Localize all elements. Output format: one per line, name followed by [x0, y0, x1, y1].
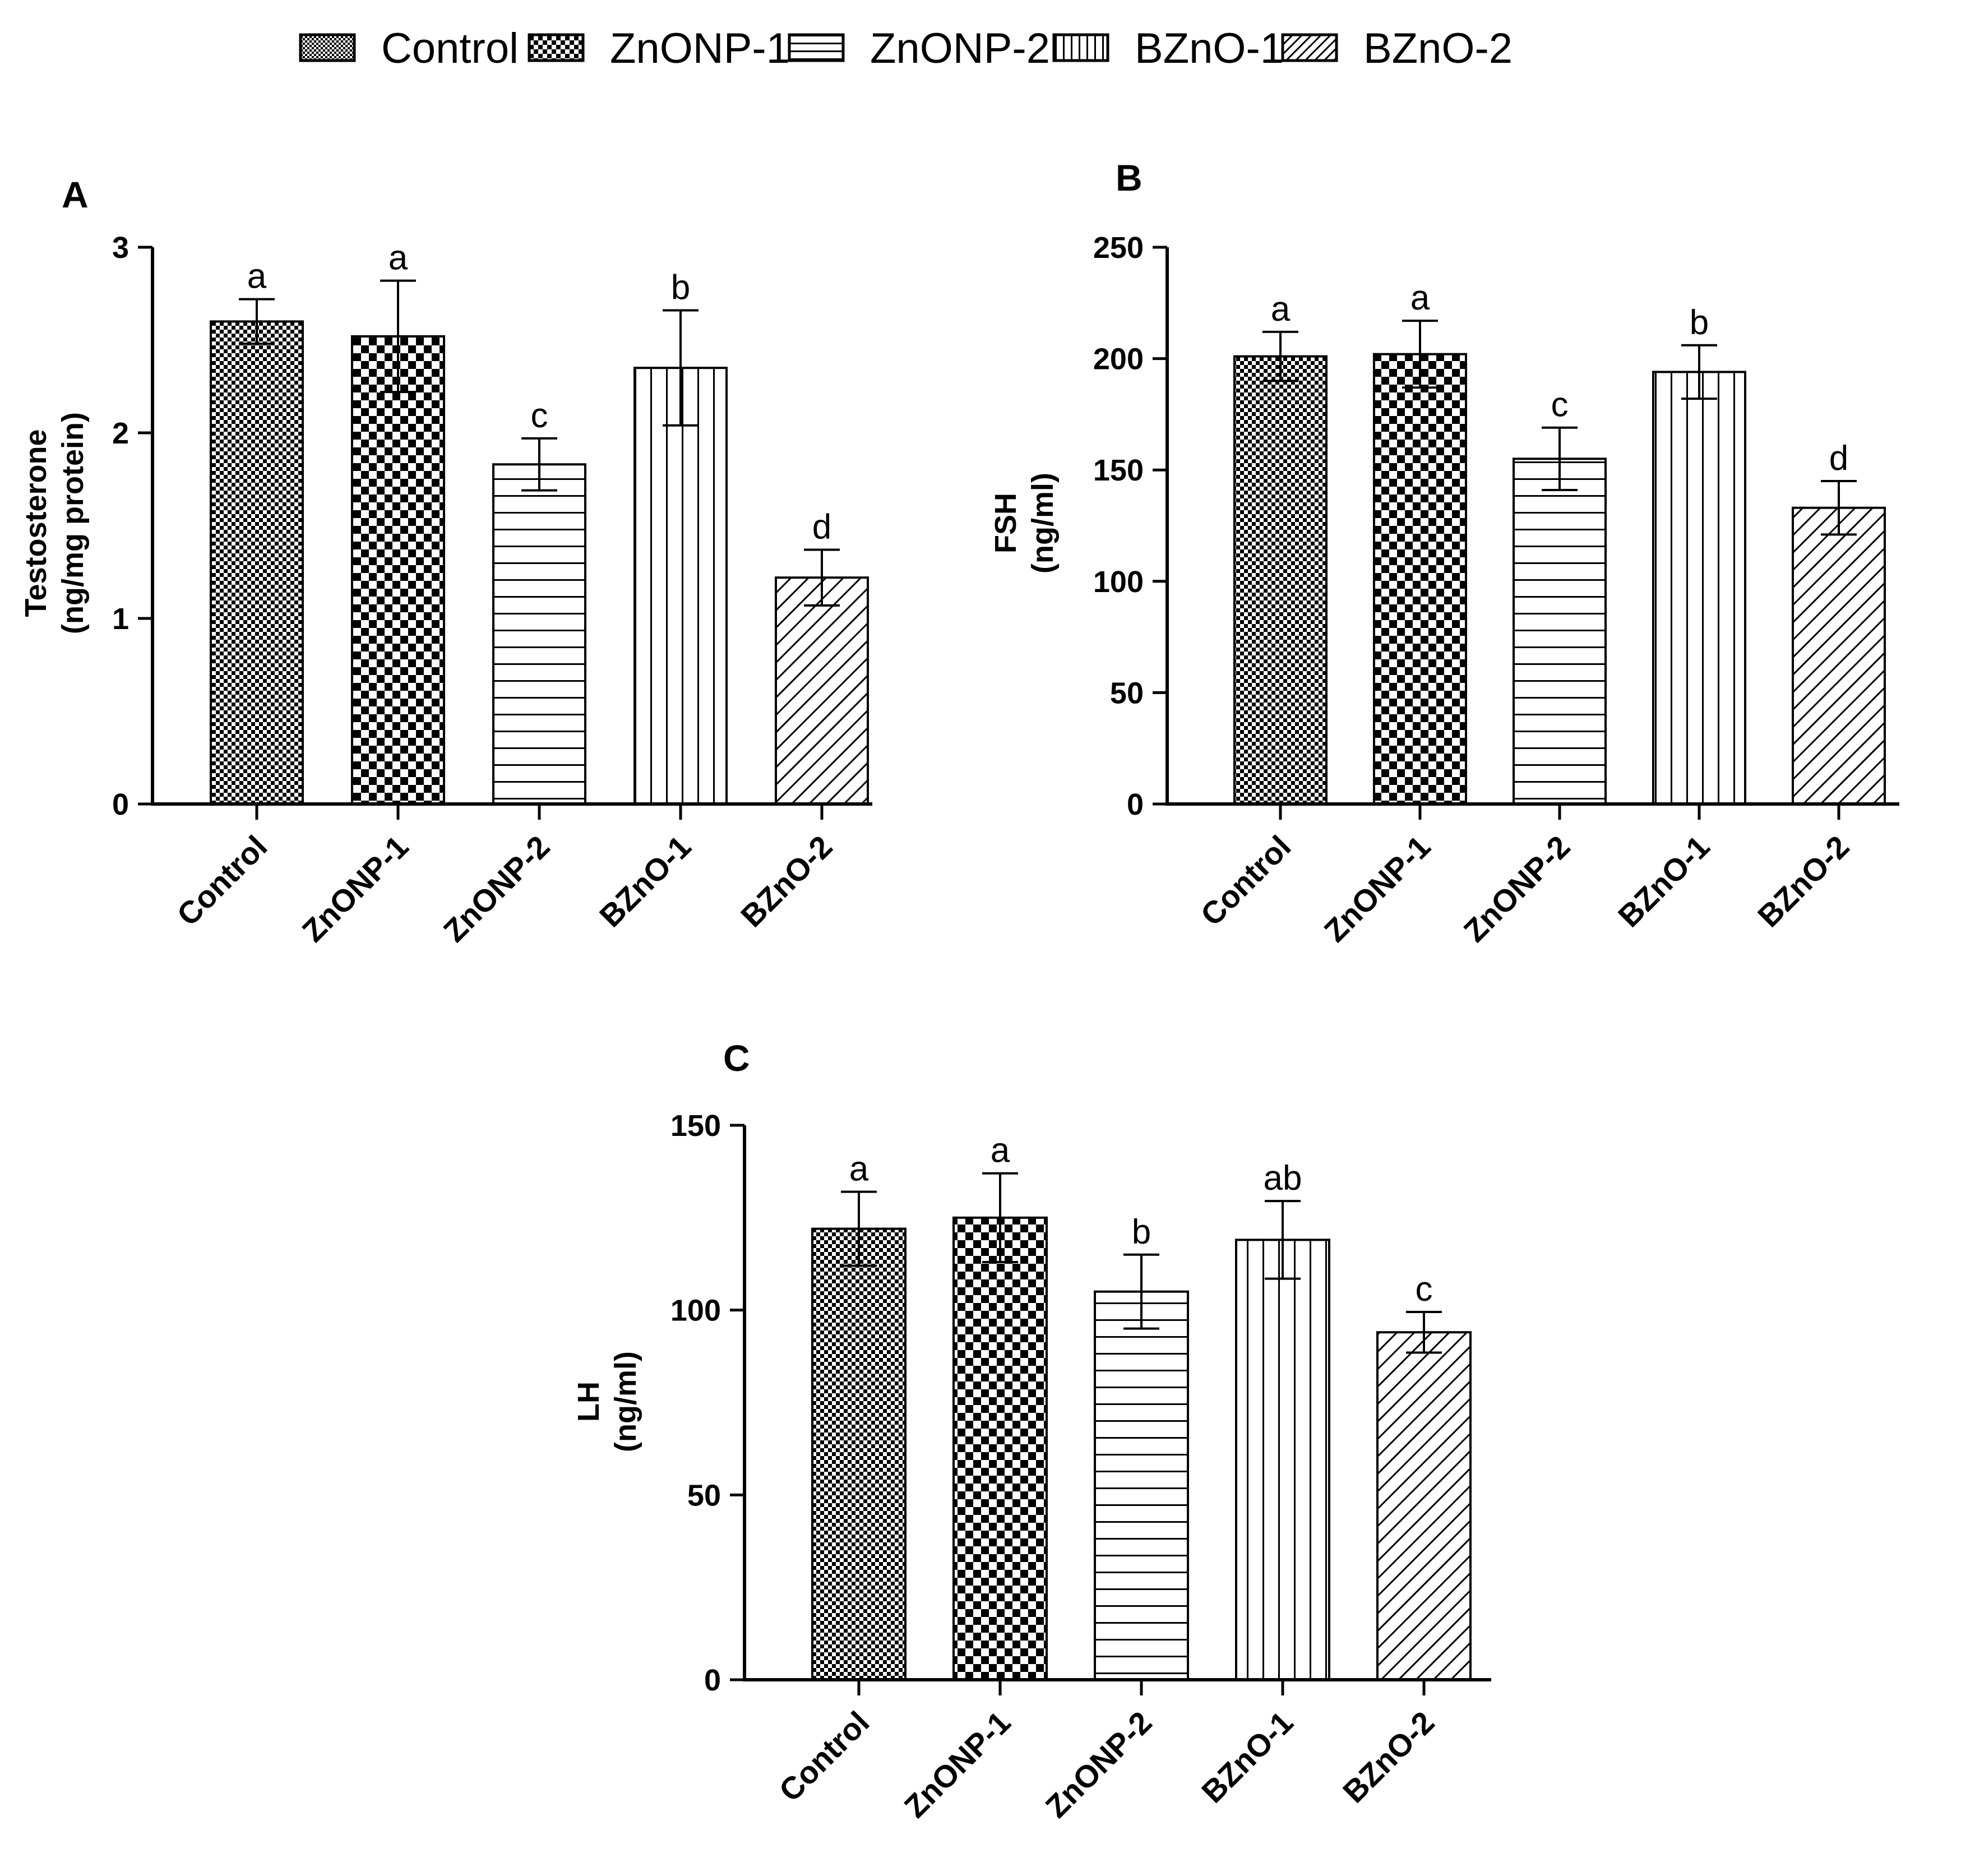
panel-c-ylabel-line1: LH — [572, 1381, 605, 1422]
panel-c-ytick-label-150: 150 — [670, 1109, 721, 1143]
legend-label-control: Control — [381, 25, 519, 72]
legend-swatch-znonp-2 — [788, 33, 845, 62]
panel-b-ytick-label-0: 0 — [1127, 788, 1144, 821]
legend-item-control: Control — [299, 25, 519, 72]
panel-c-ytick-label-0: 0 — [704, 1664, 721, 1697]
panel-c-sig-letter-bzno-2: c — [1416, 1270, 1433, 1309]
panel-b-ytick-label-200: 200 — [1093, 343, 1144, 376]
panel-a-sig-letter-znonp-2: c — [531, 396, 548, 435]
panel-c-xtick-label-znonp-1: ZnONP-1 — [898, 1704, 1017, 1824]
panel-a-ytick-label-2: 2 — [112, 417, 129, 450]
panel-c-letter: C — [723, 1037, 750, 1079]
panel-a-ytick-label-0: 0 — [112, 788, 129, 821]
panel-b-ylabel-line1: FSH — [989, 493, 1023, 553]
panel-a-letter: A — [62, 174, 89, 215]
panel-a-xtick-label-control: Control — [170, 829, 274, 932]
panel-c-bar-bzno-2 — [1376, 1331, 1472, 1681]
panel-b-sig-letter-bzno-1: b — [1690, 303, 1709, 342]
panel-a-xtick-label-znonp-2: ZnONP-2 — [437, 829, 557, 949]
panel-c-xtick-label-control: Control — [772, 1704, 876, 1808]
panel-a-bar-znonp-2 — [492, 463, 586, 805]
panel-c-ylabel-line2: (ng/ml) — [609, 1351, 642, 1452]
legend-item-znonp-1: ZnONP-1 — [528, 25, 790, 72]
panel-c-xtick-label-bzno-1: BZnO-1 — [1195, 1704, 1300, 1810]
panel-c-sig-letter-znonp-2: b — [1132, 1213, 1151, 1251]
panel-a: A Testosterone (ng/mg protein) a a c b d 0 1 2 3… — [19, 174, 872, 949]
panel-b-sig-letter-bzno-2: d — [1829, 439, 1848, 478]
panel-a-ylabel-line2: (ng/mg protein) — [56, 412, 90, 634]
panel-b-bar-znonp-1 — [1373, 353, 1467, 805]
panel-b-bar-bzno-1 — [1652, 371, 1746, 805]
panel-b-xtick-label-control: Control — [1194, 829, 1297, 932]
legend-swatch-bzno-1 — [1052, 33, 1109, 62]
legend-label-bzno-2: BZnO-2 — [1363, 25, 1513, 72]
panel-c-sig-letter-znonp-1: a — [991, 1131, 1010, 1170]
panel-b-bar-control — [1233, 355, 1328, 805]
legend-item-znonp-2: ZnONP-2 — [788, 25, 1050, 72]
panel-b-sig-letter-control: a — [1271, 290, 1291, 329]
panel-a-ylabel-line1: Testosterone — [19, 429, 53, 617]
panel-c-bar-bzno-1 — [1235, 1239, 1330, 1681]
panel-c-xtick-label-bzno-2: BZnO-2 — [1336, 1704, 1441, 1810]
panel-b: B FSH (ng/ml) a a c b d 0 50 100 150 200 250 Contro… — [989, 157, 1899, 949]
panel-a-bar-znonp-1 — [351, 335, 445, 805]
panel-a-sig-letter-bzno-1: b — [671, 269, 690, 307]
panel-b-sig-letter-znonp-1: a — [1410, 279, 1430, 317]
panel-b-ytick-label-150: 150 — [1093, 454, 1144, 487]
panel-c-ytick-label-50: 50 — [687, 1478, 721, 1512]
panel-b-ylabel-line2: (ng/ml) — [1026, 473, 1060, 574]
legend: Control ZnONP-1 ZnONP-2 BZnO-1 BZnO-2 — [299, 25, 1513, 72]
panel-a-plot: a a c b d 0 1 2 3 Control ZnONP-1 ZnONP-2 BZnO-1 BZnO… — [112, 231, 872, 949]
panel-c-sig-letter-bzno-1: ab — [1264, 1159, 1302, 1198]
legend-item-bzno-1: BZnO-1 — [1052, 25, 1284, 72]
legend-label-znonp-1: ZnONP-1 — [610, 25, 790, 72]
panel-b-xtick-label-bzno-1: BZnO-1 — [1611, 829, 1717, 934]
legend-swatch-znonp-1 — [528, 33, 585, 62]
panel-c-xtick-label-znonp-2: ZnONP-2 — [1039, 1704, 1159, 1824]
panel-a-bar-bzno-1 — [633, 367, 728, 805]
panel-b-xtick-label-znonp-2: ZnONP-2 — [1457, 829, 1577, 949]
panel-a-ytick-label-1: 1 — [112, 602, 129, 636]
panel-b-bar-bzno-2 — [1792, 506, 1886, 805]
panel-c-bar-control — [811, 1227, 906, 1681]
panel-a-sig-letter-bzno-2: d — [812, 508, 831, 547]
panel-b-sig-letter-znonp-2: c — [1551, 386, 1569, 424]
panel-a-xtick-label-bzno-1: BZnO-1 — [593, 829, 698, 934]
legend-swatch-control — [299, 33, 356, 62]
legend-item-bzno-2: BZnO-2 — [1281, 25, 1513, 72]
panel-b-ytick-label-100: 100 — [1093, 565, 1144, 599]
panel-a-sig-letter-control: a — [247, 257, 267, 296]
panel-b-plot: a a c b d 0 50 100 150 200 250 Control ZnONP-1 ZnONP-… — [1093, 231, 1899, 949]
panel-b-ytick-label-250: 250 — [1093, 231, 1144, 265]
legend-swatch-bzno-2 — [1281, 33, 1338, 62]
legend-label-bzno-1: BZnO-1 — [1135, 25, 1284, 72]
panel-c-ytick-label-100: 100 — [670, 1294, 721, 1328]
panel-a-ytick-label-3: 3 — [112, 231, 129, 265]
panel-c-sig-letter-control: a — [849, 1150, 869, 1189]
panel-b-letter: B — [1116, 157, 1143, 198]
panel-c-ylabel: LH (ng/ml) — [572, 1351, 642, 1452]
panel-b-ytick-label-50: 50 — [1110, 676, 1144, 710]
panel-b-xtick-label-znonp-1: ZnONP-1 — [1317, 829, 1437, 949]
panel-a-bar-control — [210, 320, 304, 805]
legend-label-znonp-2: ZnONP-2 — [870, 25, 1050, 72]
panel-c-bar-znonp-2 — [1094, 1290, 1189, 1681]
panel-a-bar-bzno-2 — [775, 576, 869, 806]
panel-c-bar-znonp-1 — [952, 1216, 1048, 1681]
panel-b-ylabel: FSH (ng/ml) — [989, 473, 1060, 574]
panel-b-xtick-label-bzno-2: BZnO-2 — [1751, 829, 1856, 934]
panel-a-xtick-label-bzno-2: BZnO-2 — [734, 829, 839, 934]
panel-a-sig-letter-znonp-1: a — [388, 239, 408, 278]
panel-a-xtick-label-znonp-1: ZnONP-1 — [295, 829, 415, 949]
panel-a-ylabel: Testosterone (ng/mg protein) — [19, 412, 90, 634]
panel-b-bar-znonp-2 — [1513, 458, 1607, 805]
